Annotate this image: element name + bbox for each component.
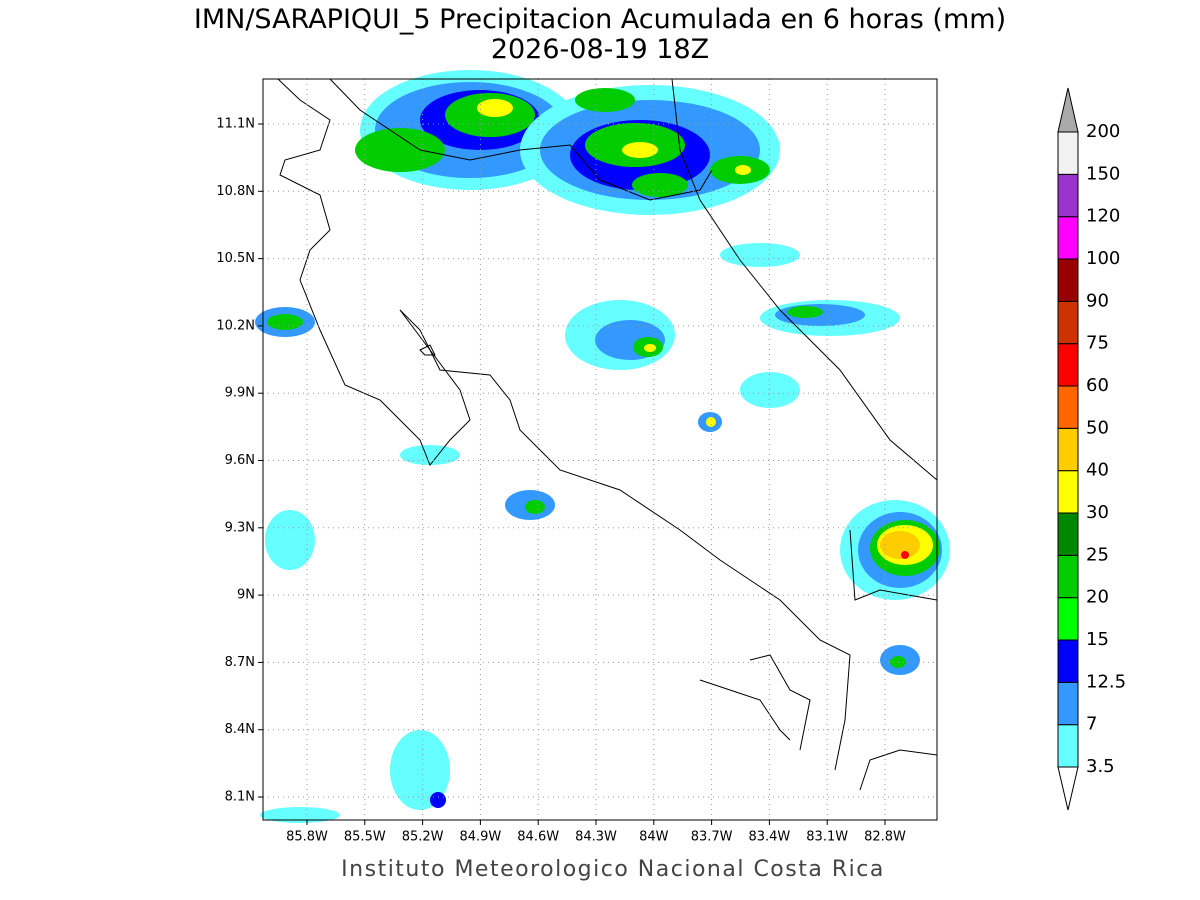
colorbar-label: 200 [1086,121,1120,142]
lat-tick-label: 10.2N [216,318,255,333]
colorbar-label: 12.5 [1086,671,1126,692]
footer: Instituto Meteorologico Nacional Costa R… [341,857,885,882]
colorbar-segment [1057,554,1079,599]
lon-tick-label: 85.8W [286,830,328,845]
colorbar-label: 75 [1086,333,1109,354]
colorbar-segment [1057,639,1079,683]
colorbar-segment [1057,216,1079,260]
lat-tick-label: 10.8N [216,184,255,199]
lon-tick-label: 83.7W [691,830,733,845]
colorbar-label: 3.5 [1086,756,1115,777]
colorbar-under [1057,766,1079,811]
title: IMN/SARAPIQUI_5 Precipitacion Acumulada … [194,4,1006,35]
colorbar-label: 30 [1086,502,1109,523]
colorbar-label: 150 [1086,163,1120,184]
colorbar-segment [1057,300,1079,345]
coastlines [277,78,938,791]
lon-tick-label: 84.3W [575,830,617,845]
subtitle: 2026-08-19 18Z [491,34,709,65]
colorbar-label: 120 [1086,206,1120,227]
colorbar-over [1057,87,1079,133]
colorbar-label: 25 [1086,544,1109,565]
colorbar-segment [1057,681,1079,726]
colorbar: 3.5 7 12.5 15 20 25 30 40 50 60 75 90 100 120 150 200 [1057,87,1126,811]
lon-tick-label: 82.8W [864,830,906,845]
lon-tick-label: 84.9W [459,830,501,845]
lat-tick-label: 8.7N [225,655,255,670]
lat-tick-label: 8.1N [225,790,255,805]
rain-cell [260,500,950,823]
lon-tick-label: 83.1W [806,830,848,845]
colorbar-segment [1057,724,1079,768]
colorbar-label: 15 [1086,629,1109,650]
lat-tick-label: 9.6N [225,453,255,468]
colorbar-label: 100 [1086,248,1120,269]
precipitation-field [255,70,950,823]
map-frame [262,78,938,821]
lat-tick-label: 11.1N [216,117,255,132]
colorbar-segment [1057,131,1079,175]
colorbar-segment [1057,343,1079,387]
lon-tick-label: 84.6W [517,830,559,845]
lon-tick-label: 85.5W [344,830,386,845]
colorbar-segment [1057,597,1079,641]
colorbar-segment [1057,512,1079,556]
colorbar-label: 90 [1086,290,1109,311]
colorbar-segment [1057,427,1079,472]
colorbar-segment [1057,173,1079,218]
colorbar-segment [1057,258,1079,302]
lon-tick-label: 85.2W [402,830,444,845]
colorbar-segment [1057,385,1079,429]
lat-tick-label: 9.3N [225,520,255,535]
lat-tick-label: 8.4N [225,722,255,737]
grid: 85.8W 85.5W 85.2W 84.9W 84.6W 84.3W 84W 83.7W 83… [216,79,937,845]
colorbar-label: 60 [1086,375,1109,396]
colorbar-label: 20 [1086,587,1109,608]
lat-tick-label: 9N [237,588,255,603]
colorbar-label: 7 [1086,714,1097,735]
lon-tick-label: 84W [639,830,669,845]
colorbar-label: 40 [1086,460,1109,481]
colorbar-segment [1057,470,1079,514]
lat-tick-label: 10.5N [216,251,255,266]
rain-cell [355,70,580,190]
lat-tick-label: 9.9N [225,386,255,401]
rain-cell [520,85,780,215]
rain-cell [255,243,900,520]
colorbar-label: 50 [1086,417,1109,438]
lon-tick-label: 83.4W [748,830,790,845]
